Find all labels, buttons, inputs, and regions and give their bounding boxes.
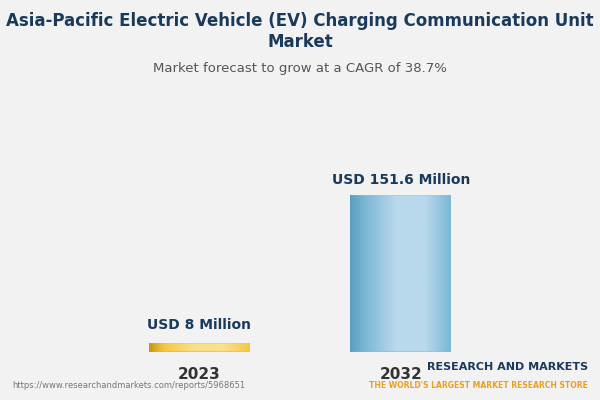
Text: USD 151.6 Million: USD 151.6 Million xyxy=(332,173,470,187)
Text: Market forecast to grow at a CAGR of 38.7%: Market forecast to grow at a CAGR of 38.… xyxy=(153,62,447,75)
Text: https://www.researchandmarkets.com/reports/5968651: https://www.researchandmarkets.com/repor… xyxy=(12,381,245,390)
Text: THE WORLD'S LARGEST MARKET RESEARCH STORE: THE WORLD'S LARGEST MARKET RESEARCH STOR… xyxy=(369,381,588,390)
Text: USD 8 Million: USD 8 Million xyxy=(147,318,251,332)
Text: Asia-Pacific Electric Vehicle (EV) Charging Communication Unit
Market: Asia-Pacific Electric Vehicle (EV) Charg… xyxy=(6,12,594,51)
Ellipse shape xyxy=(350,195,451,196)
Text: 2032: 2032 xyxy=(379,367,422,382)
Text: 2023: 2023 xyxy=(178,367,221,382)
Text: RESEARCH AND MARKETS: RESEARCH AND MARKETS xyxy=(427,362,588,372)
